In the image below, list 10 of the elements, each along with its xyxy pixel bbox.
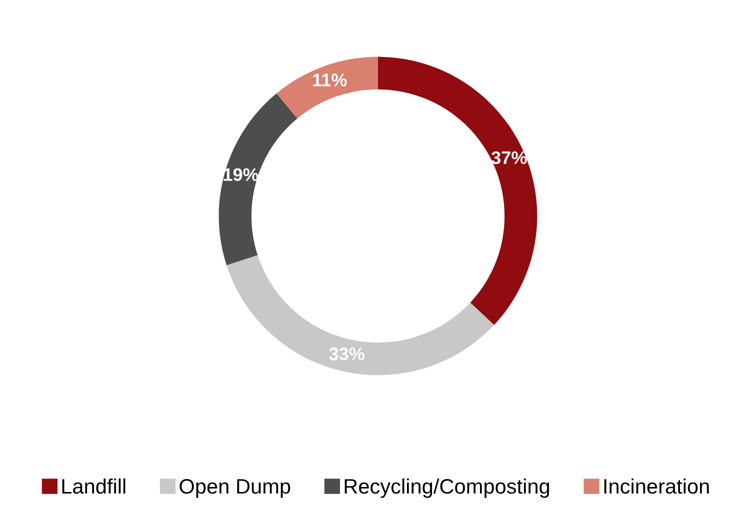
donut-slice — [226, 255, 494, 376]
donut-slice — [218, 93, 298, 266]
donut-slice — [378, 56, 538, 325]
data-label: 11% — [313, 74, 347, 86]
legend-label: Recycling/Composting — [344, 478, 550, 498]
donut-slice — [276, 56, 378, 118]
legend-label: Open Dump — [180, 479, 290, 498]
data-label: 37% — [491, 151, 527, 164]
legend-label: Incineration — [604, 478, 709, 494]
legend-label: Landfill — [62, 478, 126, 494]
